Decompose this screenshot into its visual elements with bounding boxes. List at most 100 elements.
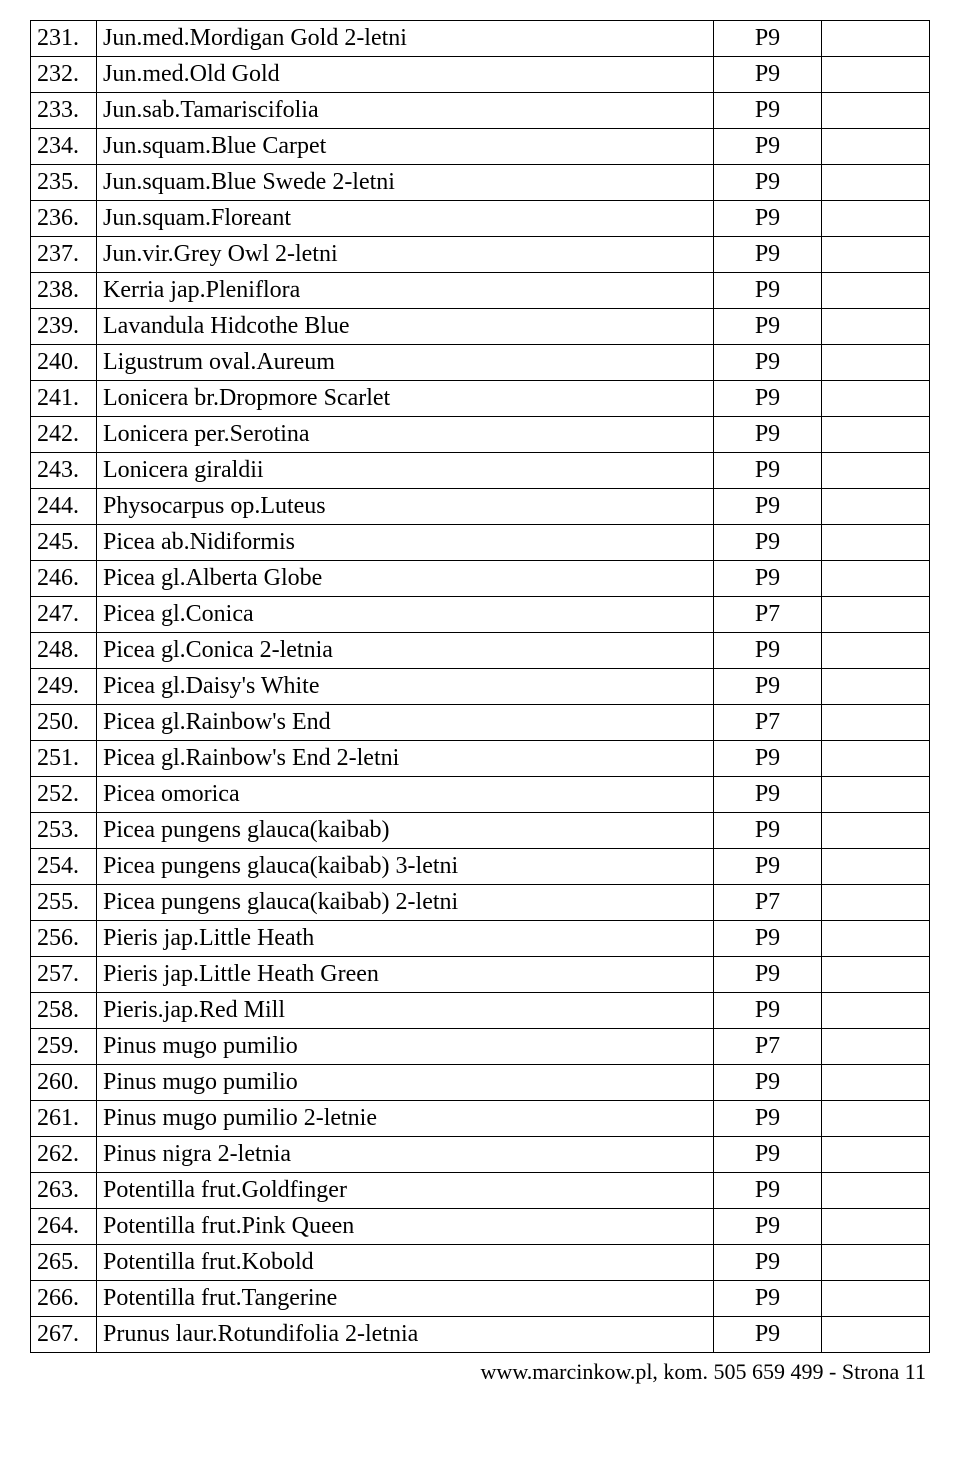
table-row: 255.Picea pungens glauca(kaibab) 2-letni… xyxy=(31,885,930,921)
plant-code: P9 xyxy=(714,1245,822,1281)
plant-name: Pieris jap.Little Heath Green xyxy=(97,957,714,993)
table-row: 231.Jun.med.Mordigan Gold 2-letniP9 xyxy=(31,21,930,57)
empty-cell xyxy=(822,165,930,201)
row-number: 258. xyxy=(31,993,97,1029)
table-row: 237.Jun.vir.Grey Owl 2-letniP9 xyxy=(31,237,930,273)
empty-cell xyxy=(822,1209,930,1245)
plant-name: Lonicera giraldii xyxy=(97,453,714,489)
empty-cell xyxy=(822,741,930,777)
plant-name: Picea gl.Rainbow's End 2-letni xyxy=(97,741,714,777)
plant-code: P9 xyxy=(714,453,822,489)
plant-name: Ligustrum oval.Aureum xyxy=(97,345,714,381)
empty-cell xyxy=(822,93,930,129)
row-number: 266. xyxy=(31,1281,97,1317)
table-row: 253.Picea pungens glauca(kaibab)P9 xyxy=(31,813,930,849)
plant-code: P9 xyxy=(714,849,822,885)
row-number: 262. xyxy=(31,1137,97,1173)
empty-cell xyxy=(822,489,930,525)
row-number: 242. xyxy=(31,417,97,453)
plant-name: Jun.squam.Blue Swede 2-letni xyxy=(97,165,714,201)
empty-cell xyxy=(822,1317,930,1353)
table-row: 262.Pinus nigra 2-letniaP9 xyxy=(31,1137,930,1173)
row-number: 254. xyxy=(31,849,97,885)
table-row: 251.Picea gl.Rainbow's End 2-letniP9 xyxy=(31,741,930,777)
plant-name: Lonicera br.Dropmore Scarlet xyxy=(97,381,714,417)
table-row: 248.Picea gl.Conica 2-letniaP9 xyxy=(31,633,930,669)
plant-name: Physocarpus op.Luteus xyxy=(97,489,714,525)
plant-code: P9 xyxy=(714,165,822,201)
empty-cell xyxy=(822,1029,930,1065)
plant-name: Picea pungens glauca(kaibab) 3-letni xyxy=(97,849,714,885)
row-number: 263. xyxy=(31,1173,97,1209)
table-row: 258.Pieris.jap.Red MillP9 xyxy=(31,993,930,1029)
row-number: 232. xyxy=(31,57,97,93)
plant-name: Picea gl.Conica xyxy=(97,597,714,633)
page-footer: www.marcinkow.pl, kom. 505 659 499 - Str… xyxy=(30,1353,930,1385)
plant-code: P9 xyxy=(714,417,822,453)
plant-name: Lavandula Hidcothe Blue xyxy=(97,309,714,345)
plant-code: P9 xyxy=(714,525,822,561)
table-row: 267.Prunus laur.Rotundifolia 2-letniaP9 xyxy=(31,1317,930,1353)
plant-name: Picea pungens glauca(kaibab) 2-letni xyxy=(97,885,714,921)
row-number: 255. xyxy=(31,885,97,921)
plant-name: Jun.squam.Blue Carpet xyxy=(97,129,714,165)
plant-code: P7 xyxy=(714,705,822,741)
empty-cell xyxy=(822,993,930,1029)
empty-cell xyxy=(822,921,930,957)
plant-code: P9 xyxy=(714,669,822,705)
plant-code: P9 xyxy=(714,273,822,309)
table-row: 245.Picea ab.NidiformisP9 xyxy=(31,525,930,561)
row-number: 234. xyxy=(31,129,97,165)
empty-cell xyxy=(822,381,930,417)
plant-name: Picea gl.Conica 2-letnia xyxy=(97,633,714,669)
plant-code: P7 xyxy=(714,1029,822,1065)
row-number: 250. xyxy=(31,705,97,741)
plant-name: Picea gl.Daisy's White xyxy=(97,669,714,705)
plant-name: Potentilla frut.Pink Queen xyxy=(97,1209,714,1245)
table-row: 264.Potentilla frut.Pink QueenP9 xyxy=(31,1209,930,1245)
plant-code: P9 xyxy=(714,561,822,597)
plant-name: Pinus mugo pumilio xyxy=(97,1029,714,1065)
table-row: 242.Lonicera per.SerotinaP9 xyxy=(31,417,930,453)
row-number: 252. xyxy=(31,777,97,813)
plant-code: P9 xyxy=(714,1173,822,1209)
plant-name: Jun.med.Old Gold xyxy=(97,57,714,93)
table-row: 244.Physocarpus op.LuteusP9 xyxy=(31,489,930,525)
row-number: 261. xyxy=(31,1101,97,1137)
table-row: 261.Pinus mugo pumilio 2-letnieP9 xyxy=(31,1101,930,1137)
table-row: 265.Potentilla frut.KoboldP9 xyxy=(31,1245,930,1281)
row-number: 248. xyxy=(31,633,97,669)
plant-name: Kerria jap.Pleniflora xyxy=(97,273,714,309)
empty-cell xyxy=(822,885,930,921)
empty-cell xyxy=(822,21,930,57)
row-number: 237. xyxy=(31,237,97,273)
empty-cell xyxy=(822,849,930,885)
table-row: 260.Pinus mugo pumilioP9 xyxy=(31,1065,930,1101)
row-number: 239. xyxy=(31,309,97,345)
plant-code: P9 xyxy=(714,237,822,273)
plant-code: P9 xyxy=(714,489,822,525)
table-row: 238.Kerria jap.PlenifloraP9 xyxy=(31,273,930,309)
plant-code: P9 xyxy=(714,777,822,813)
row-number: 235. xyxy=(31,165,97,201)
plant-code: P9 xyxy=(714,381,822,417)
plant-name: Pieris.jap.Red Mill xyxy=(97,993,714,1029)
empty-cell xyxy=(822,201,930,237)
row-number: 257. xyxy=(31,957,97,993)
plant-code: P9 xyxy=(714,1209,822,1245)
row-number: 253. xyxy=(31,813,97,849)
plant-code: P9 xyxy=(714,1281,822,1317)
plant-code: P9 xyxy=(714,1101,822,1137)
row-number: 264. xyxy=(31,1209,97,1245)
row-number: 244. xyxy=(31,489,97,525)
table-row: 250.Picea gl.Rainbow's EndP7 xyxy=(31,705,930,741)
row-number: 236. xyxy=(31,201,97,237)
plant-name: Lonicera per.Serotina xyxy=(97,417,714,453)
row-number: 233. xyxy=(31,93,97,129)
empty-cell xyxy=(822,1173,930,1209)
plant-name: Jun.squam.Floreant xyxy=(97,201,714,237)
empty-cell xyxy=(822,1137,930,1173)
empty-cell xyxy=(822,1281,930,1317)
empty-cell xyxy=(822,669,930,705)
row-number: 243. xyxy=(31,453,97,489)
